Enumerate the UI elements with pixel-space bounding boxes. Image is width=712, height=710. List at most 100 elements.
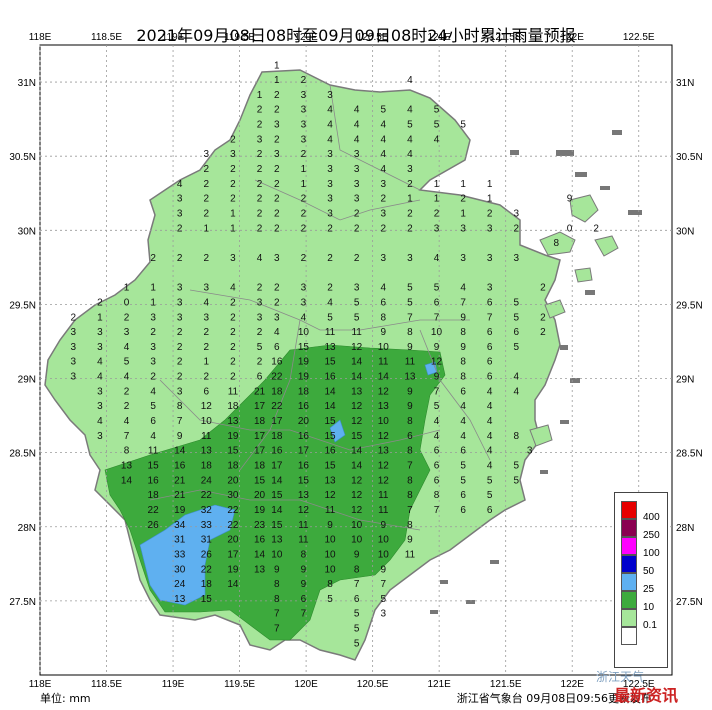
lat-tick-label-left: 28.5N	[9, 449, 36, 460]
rainfall-value: 4	[124, 416, 130, 427]
rainfall-value: 1	[434, 179, 440, 190]
rainfall-value: 14	[351, 461, 363, 472]
rainfall-value: 6	[487, 297, 493, 308]
rainfall-value: 23	[254, 520, 266, 531]
source-label: 浙江省气象台 09月08日09:56更新发布	[456, 692, 652, 705]
rainfall-value: 5	[380, 594, 386, 605]
lat-tick-label-left: 29.5N	[9, 300, 36, 311]
lon-tick-label-bottom: 121.5E	[490, 679, 522, 690]
rainfall-value: 4	[380, 149, 386, 160]
rainfall-value: 7	[177, 416, 183, 427]
rainfall-value: 2	[204, 372, 210, 383]
rainfall-value: 4	[327, 297, 333, 308]
rainfall-value: 7	[434, 312, 440, 323]
legend-label: 50	[643, 566, 655, 577]
rainfall-value: 20	[227, 475, 239, 486]
rainfall-value: 1	[150, 297, 156, 308]
rainfall-value: 4	[487, 446, 493, 457]
rainfall-value: 13	[324, 342, 336, 353]
rainfall-value: 3	[204, 149, 210, 160]
rainfall-value: 15	[324, 416, 336, 427]
legend-swatch	[621, 609, 637, 627]
rainfall-value: 3	[487, 223, 493, 234]
rainfall-value: 3	[434, 223, 440, 234]
rainfall-value: 4	[487, 461, 493, 472]
rainfall-value: 8	[460, 327, 466, 338]
rainfall-value: 4	[460, 283, 466, 294]
rainfall-value: 5	[327, 312, 333, 323]
rainfall-value: 2	[274, 194, 280, 205]
lon-tick-label-top: 121E	[427, 32, 451, 43]
rainfall-value: 15	[351, 431, 363, 442]
rainfall-value: 10	[378, 535, 390, 546]
rainfall-value: 2	[204, 164, 210, 175]
rainfall-value: 3	[230, 253, 236, 264]
rainfall-value: 5	[407, 283, 413, 294]
rainfall-value: 3	[301, 297, 307, 308]
rainfall-value: 15	[201, 594, 213, 605]
rainfall-value: 18	[201, 461, 213, 472]
rainfall-value: 11	[228, 386, 239, 397]
rainfall-value: 9	[380, 564, 386, 575]
rainfall-value: 5	[380, 105, 386, 116]
rainfall-value: 4	[380, 120, 386, 131]
rainfall-value: 6	[434, 446, 440, 457]
rainfall-value: 16	[148, 475, 160, 486]
rainfall-value: 7	[407, 505, 413, 516]
rainfall-value: 5	[460, 461, 466, 472]
rainfall-value: 6	[487, 342, 493, 353]
rainfall-value: 4	[97, 416, 103, 427]
rainfall-value: 12	[201, 401, 213, 412]
rainfall-value: 9	[567, 194, 573, 205]
rainfall-value: 3	[150, 342, 156, 353]
rainfall-value: 1	[274, 60, 280, 71]
rain-area-25-50	[139, 504, 236, 606]
rainfall-value: 10	[378, 416, 390, 427]
rainfall-value: 3	[487, 253, 493, 264]
rainfall-value: 13	[254, 564, 266, 575]
rainfall-value: 16	[271, 446, 283, 457]
lon-tick-label-bottom: 122E	[561, 679, 585, 690]
rainfall-value: 22	[201, 564, 213, 575]
rainfall-value: 2	[230, 134, 236, 145]
rainfall-value: 4	[124, 342, 130, 353]
rainfall-value: 15	[324, 431, 336, 442]
rainfall-value: 3	[257, 312, 263, 323]
rainfall-value: 8	[407, 520, 413, 531]
rainfall-value: 18	[298, 386, 310, 397]
rainfall-value: 3	[274, 149, 280, 160]
lon-tick-label-bottom: 118E	[29, 679, 52, 690]
rainfall-value: 3	[354, 194, 360, 205]
rainfall-value: 3	[70, 372, 76, 383]
rainfall-value: 2	[230, 297, 236, 308]
rainfall-value: 4	[97, 372, 103, 383]
lon-tick-label-top: 120.5E	[357, 32, 389, 43]
rainfall-value: 2	[124, 401, 130, 412]
rainfall-value: 2	[257, 194, 263, 205]
legend-swatch	[621, 573, 637, 591]
rainfall-value: 17	[298, 446, 310, 457]
legend-label: 0.1	[643, 620, 657, 631]
rainfall-value: 2	[514, 223, 520, 234]
rainfall-value: 0	[124, 297, 130, 308]
rainfall-value: 4	[274, 327, 280, 338]
rainfall-value: 5	[354, 609, 360, 620]
legend-label: 10	[643, 602, 655, 613]
rainfall-value: 15	[298, 342, 310, 353]
rainfall-value: 6	[301, 594, 307, 605]
rainfall-value: 5	[124, 357, 130, 368]
rainfall-value: 6	[274, 342, 280, 353]
rainfall-value: 8	[434, 490, 440, 501]
rainfall-value: 2	[150, 327, 156, 338]
rainfall-value: 3	[230, 149, 236, 160]
rainfall-value: 2	[540, 312, 546, 323]
rainfall-value: 3	[301, 134, 307, 145]
rainfall-value: 13	[378, 401, 390, 412]
rainfall-value: 7	[380, 579, 386, 590]
rainfall-value: 14	[254, 549, 266, 560]
rainfall-value: 2	[204, 179, 210, 190]
rainfall-value: 13	[271, 535, 283, 546]
rainfall-value: 3	[301, 120, 307, 131]
rainfall-value: 16	[324, 446, 336, 457]
rainfall-value: 3	[257, 297, 263, 308]
